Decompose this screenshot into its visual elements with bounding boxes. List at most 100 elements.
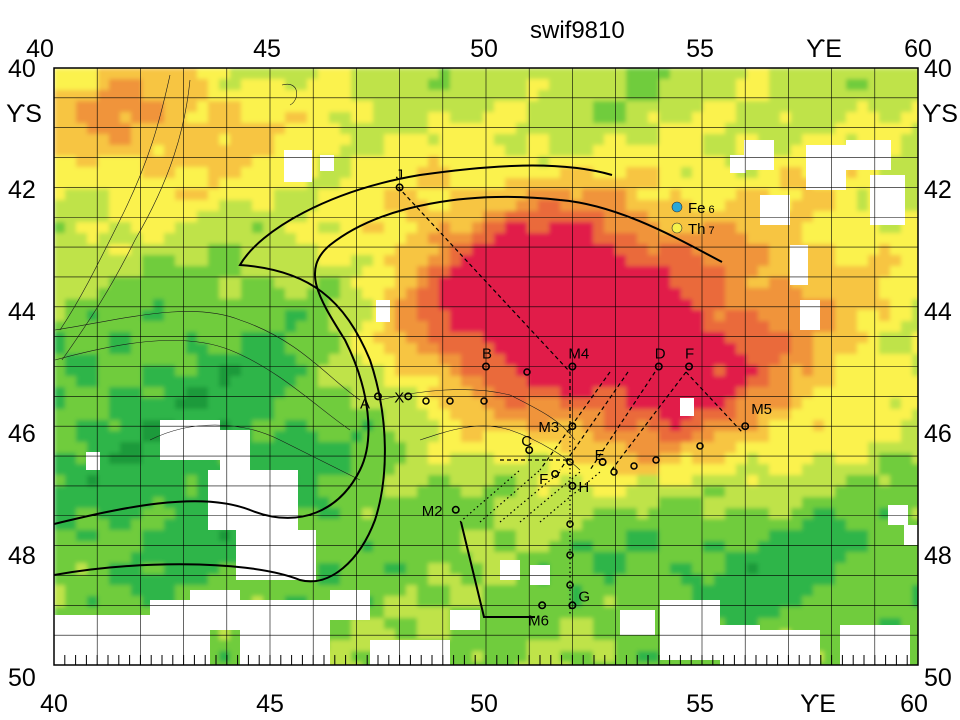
heat-cell xyxy=(54,255,66,267)
heat-cell xyxy=(846,563,858,575)
heat-cell xyxy=(846,343,858,355)
heat-cell xyxy=(296,288,308,300)
heat-cell xyxy=(571,299,583,311)
heat-cell xyxy=(109,574,121,586)
heat-cell xyxy=(428,68,440,80)
heat-cell xyxy=(164,574,176,586)
heat-cell xyxy=(527,134,539,146)
heat-cell xyxy=(725,354,737,366)
heat-cell xyxy=(835,541,847,553)
heat-cell xyxy=(164,365,176,377)
heat-cell xyxy=(197,332,209,344)
heat-cell xyxy=(472,431,484,443)
heat-cell xyxy=(681,464,693,476)
heat-cell xyxy=(516,442,528,454)
heat-cell xyxy=(362,662,374,665)
heat-cell xyxy=(219,343,231,355)
heat-cell xyxy=(186,552,198,564)
no-data-patch xyxy=(790,245,808,285)
heat-cell xyxy=(516,596,528,608)
heat-cell xyxy=(263,123,275,135)
heat-cell xyxy=(868,442,880,454)
heat-cell xyxy=(571,497,583,509)
heat-cell xyxy=(648,145,660,157)
heat-cell xyxy=(769,508,781,520)
heat-cell xyxy=(571,255,583,267)
heat-cell xyxy=(87,79,99,91)
heat-cell xyxy=(318,332,330,344)
heat-cell xyxy=(164,233,176,245)
heat-cell xyxy=(604,90,616,102)
heat-cell xyxy=(318,530,330,542)
heat-cell xyxy=(340,321,352,333)
heat-cell xyxy=(791,541,803,553)
heat-cell xyxy=(98,552,110,564)
heat-cell xyxy=(109,222,121,234)
heat-cell xyxy=(109,266,121,278)
heat-cell xyxy=(516,123,528,135)
heat-cell xyxy=(813,244,825,256)
heat-cell xyxy=(428,464,440,476)
heat-cell xyxy=(461,310,473,322)
heat-cell xyxy=(835,563,847,575)
heat-cell xyxy=(131,299,143,311)
heat-cell xyxy=(109,288,121,300)
heat-cell xyxy=(879,563,891,575)
no-data-patch xyxy=(800,300,820,330)
heat-cell xyxy=(263,310,275,322)
heat-cell xyxy=(604,596,616,608)
heat-cell xyxy=(164,387,176,399)
heat-cell xyxy=(175,101,187,113)
heat-cell xyxy=(296,299,308,311)
heat-cell xyxy=(703,552,715,564)
heat-cell xyxy=(395,266,407,278)
heat-cell xyxy=(494,640,506,652)
heat-cell xyxy=(780,596,792,608)
heat-cell xyxy=(846,277,858,289)
heat-cell xyxy=(494,189,506,201)
heat-cell xyxy=(593,552,605,564)
heat-cell xyxy=(483,332,495,344)
heat-cell xyxy=(692,574,704,586)
heat-cell xyxy=(714,244,726,256)
heat-cell xyxy=(219,651,231,663)
heat-cell xyxy=(912,354,918,366)
heat-cell xyxy=(285,387,297,399)
heat-cell xyxy=(813,343,825,355)
no-data-patch xyxy=(284,150,312,182)
heat-cell xyxy=(417,541,429,553)
heat-cell xyxy=(450,365,462,377)
heat-cell xyxy=(494,299,506,311)
heat-cell xyxy=(450,497,462,509)
heat-cell xyxy=(54,354,66,366)
heat-cell xyxy=(142,277,154,289)
heat-cell xyxy=(153,563,165,575)
heat-cell xyxy=(648,541,660,553)
heat-cell xyxy=(164,123,176,135)
heat-cell xyxy=(549,431,561,443)
heat-cell xyxy=(835,112,847,124)
heat-cell xyxy=(186,563,198,575)
heat-cell xyxy=(76,178,88,190)
heat-cell xyxy=(109,123,121,135)
heat-cell xyxy=(659,585,671,597)
heat-cell xyxy=(593,497,605,509)
heat-cell xyxy=(516,585,528,597)
heat-cell xyxy=(274,277,286,289)
heat-cell xyxy=(219,167,231,179)
heat-cell xyxy=(76,585,88,597)
heat-cell xyxy=(879,321,891,333)
heat-cell xyxy=(142,156,154,168)
heat-cell xyxy=(780,497,792,509)
heat-cell xyxy=(670,453,682,465)
heat-cell xyxy=(230,277,242,289)
heat-cell xyxy=(483,387,495,399)
heat-cell xyxy=(747,409,759,421)
heat-cell xyxy=(362,464,374,476)
heat-cell xyxy=(527,277,539,289)
heat-cell xyxy=(120,453,132,465)
heat-cell xyxy=(219,101,231,113)
heat-cell xyxy=(802,134,814,146)
heat-cell xyxy=(736,475,748,487)
bottom-tick-label: 50 xyxy=(470,690,498,718)
